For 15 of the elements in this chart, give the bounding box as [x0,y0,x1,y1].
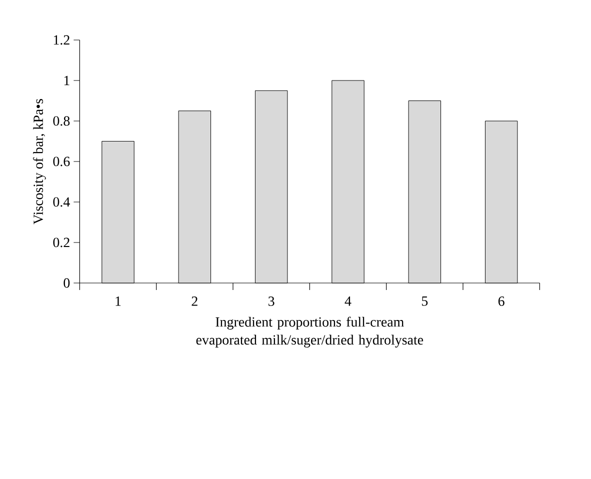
y-axis-title: Viscosity of bar, kPa•s [33,99,46,224]
x-tick-label: 1 [116,296,121,306]
x-tick-label: 3 [268,296,274,306]
x-tick-label: 2 [192,296,198,306]
y-tick-label: 1.2 [54,35,70,45]
y-tick-label: 0.6 [53,156,70,166]
y-tick-label: 0.4 [53,197,70,207]
y-tick-label: 1 [64,76,70,86]
x-axis-title: Ingredient proportions full-cream evaporated milk/suger/dried hydrolysate [196,316,424,348]
x-tick-label: 5 [422,296,428,306]
x-tick-label: 4 [344,296,352,306]
y-tick-label: 0.8 [53,116,70,126]
y-tick-label: 0.2 [53,238,70,248]
x-tick-label: 6 [498,296,504,306]
y-tick-label: 0 [64,278,70,288]
